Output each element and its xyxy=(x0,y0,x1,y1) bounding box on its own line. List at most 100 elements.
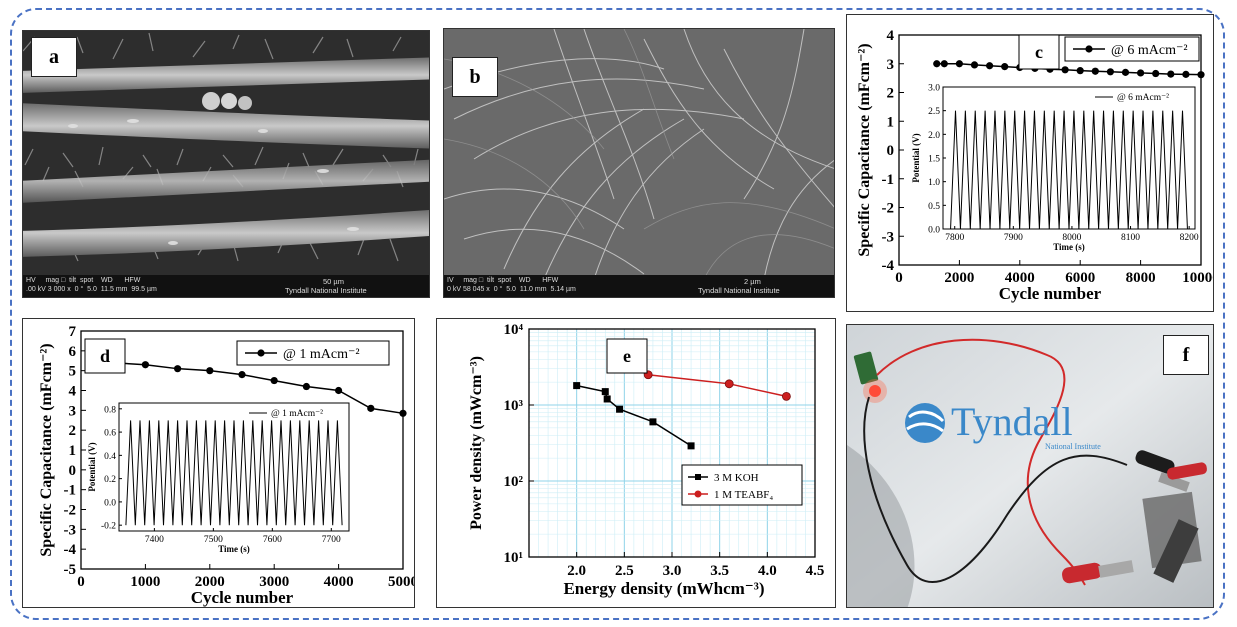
tyndall-logo: Tyndall National Institute xyxy=(905,399,1101,451)
x-tick-label: 1000 xyxy=(130,574,160,590)
y-tick-label: 3 xyxy=(69,403,77,419)
x-tick-label: 8000 xyxy=(1126,270,1156,286)
data-point xyxy=(573,382,581,390)
x-tick-label: 3.5 xyxy=(710,563,729,579)
inset-x-axis-label: Time (s) xyxy=(218,544,250,554)
x-tick-label: 3.0 xyxy=(663,563,682,579)
y-tick-label: 4 xyxy=(69,384,77,400)
sem-info-bar: HV mag □ tilt spot WD HFW .00 kV 3 000 x… xyxy=(23,275,429,297)
x-tick-label: 4.5 xyxy=(806,563,825,579)
data-point xyxy=(1167,70,1175,78)
inset-x-tick-label: 7500 xyxy=(204,535,223,545)
legend-marker xyxy=(695,474,701,480)
data-point xyxy=(141,361,149,369)
sem-header-row: IV mag □ tilt spot WD HFW xyxy=(447,277,559,284)
y-tick-label: 3 xyxy=(887,57,895,73)
legend-label: @ 6 mAcm⁻² xyxy=(1111,43,1188,58)
sem-values-row: 0 kV 58 045 x 0 ° 5.0 11.0 mm 5.14 µm xyxy=(447,286,576,293)
sem-institute-label: Tyndall National Institute xyxy=(285,286,367,295)
inset-x-tick-label: 8100 xyxy=(1121,233,1140,243)
y-tick-label: 2 xyxy=(887,86,895,102)
inset-y-tick-label: 2.0 xyxy=(928,131,940,141)
led-demo-photo: Tyndall National Institute xyxy=(847,325,1213,607)
data-point xyxy=(399,409,407,417)
y-axis-label: Power density (mWcm⁻³) xyxy=(468,356,485,530)
y-tick-label: 10³ xyxy=(504,398,524,414)
x-tick-label: 2000 xyxy=(944,270,974,286)
y-tick-label: 4 xyxy=(887,28,895,44)
data-point xyxy=(238,371,246,379)
legend-marker xyxy=(257,349,265,357)
data-point xyxy=(367,404,375,412)
inset-y-tick-label: 2.5 xyxy=(928,107,940,117)
panel-e-chart: 2.0 2.5 3.0 3.5 4.0 4.5 10¹ 10² 10³ 10⁴ Energy den… xyxy=(436,318,836,608)
y-tick-label: -3 xyxy=(64,522,77,538)
inset-x-tick-label: 7600 xyxy=(263,535,282,545)
x-tick-label: 5000 xyxy=(388,574,415,590)
y-tick-label: 10⁴ xyxy=(504,322,524,338)
sem-fibers-image xyxy=(23,31,429,279)
lit-led xyxy=(869,385,881,397)
figure-frame xyxy=(10,8,1225,620)
inset-y-tick-label: 3.0 xyxy=(928,84,940,94)
inset-legend-label: @ 1 mAcm⁻² xyxy=(271,409,323,419)
sem-header-row: HV mag □ tilt spot WD HFW xyxy=(26,277,141,284)
data-point xyxy=(1001,63,1009,71)
inset-gcd-curve xyxy=(125,420,343,526)
y-tick-label: -2 xyxy=(64,503,77,519)
chart-d-svg: 0 1000 2000 3000 4000 5000 -5 -4 -3 -2 -1 0 1 2 3 4 5 6 7 C… xyxy=(38,324,415,607)
panel-label-a: a xyxy=(31,37,77,77)
y-tick-label: 10¹ xyxy=(504,550,524,566)
data-point xyxy=(270,376,278,385)
chart-e-svg: 2.0 2.5 3.0 3.5 4.0 4.5 10¹ 10² 10³ 10⁴ Energy den… xyxy=(468,322,825,598)
panel-label: e xyxy=(623,346,631,366)
x-tick-label: 10000 xyxy=(1182,270,1214,286)
panel-label-f: f xyxy=(1163,335,1209,375)
y-tick-label: -1 xyxy=(64,483,77,499)
data-point xyxy=(1106,68,1114,76)
inset-x-tick-label: 7700 xyxy=(322,535,341,545)
panel-label-box xyxy=(606,338,648,374)
x-tick-label: 3000 xyxy=(259,574,289,590)
sem-values-row: .00 kV 3 000 x 0 ° 5.0 11.5 mm 99.5 µm xyxy=(26,286,157,293)
data-point xyxy=(206,367,214,375)
x-tick-label: 2000 xyxy=(195,574,225,590)
panel-label: c xyxy=(1035,42,1043,62)
panel-label-box xyxy=(84,338,126,374)
panel-label-b: b xyxy=(452,57,498,97)
y-tick-label: 6 xyxy=(69,344,77,360)
data-point xyxy=(940,60,948,68)
x-tick-label: 2.0 xyxy=(567,563,586,579)
inset-y-tick-label: 0.2 xyxy=(104,475,116,485)
y-tick-label: -2 xyxy=(882,201,895,217)
data-point xyxy=(1152,69,1160,78)
data-point xyxy=(955,60,963,68)
panel-a-sem-image: HV mag □ tilt spot WD HFW .00 kV 3 000 x… xyxy=(22,30,430,298)
y-tick-label: 0 xyxy=(887,143,895,159)
led-circuit-board xyxy=(853,351,879,385)
data-point xyxy=(335,386,343,395)
panel-f-photo: Tyndall National Institute f xyxy=(846,324,1214,608)
inset-x-tick-label: 8000 xyxy=(1062,233,1081,243)
x-tick-label: 0 xyxy=(77,574,85,590)
y-tick-label: 0 xyxy=(69,463,77,479)
inset-y-tick-label: 0.8 xyxy=(104,405,116,415)
legend-label: @ 1 mAcm⁻² xyxy=(283,347,360,362)
data-point xyxy=(616,405,624,413)
x-tick-label: 6000 xyxy=(1065,270,1095,286)
inset-y-axis-label: Potential (V) xyxy=(911,133,921,182)
y-axis-label: Specific Capacitance (mFcm⁻²) xyxy=(856,43,873,256)
x-tick-label: 2.5 xyxy=(615,563,634,579)
x-tick-label: 0 xyxy=(895,270,903,286)
x-axis-label: Energy density (mWhcm⁻³) xyxy=(563,579,764,598)
y-tick-label: 2 xyxy=(69,423,77,439)
inset-x-axis-label: Time (s) xyxy=(1053,242,1085,252)
data-point xyxy=(1121,68,1130,76)
data-point xyxy=(1061,66,1069,74)
data-point xyxy=(724,379,734,389)
data-point xyxy=(687,442,695,450)
x-axis-label: Cycle number xyxy=(191,588,294,607)
y-tick-label: -4 xyxy=(64,542,77,558)
legend-marker xyxy=(694,490,702,498)
inset-x-tick-label: 8200 xyxy=(1180,233,1199,243)
